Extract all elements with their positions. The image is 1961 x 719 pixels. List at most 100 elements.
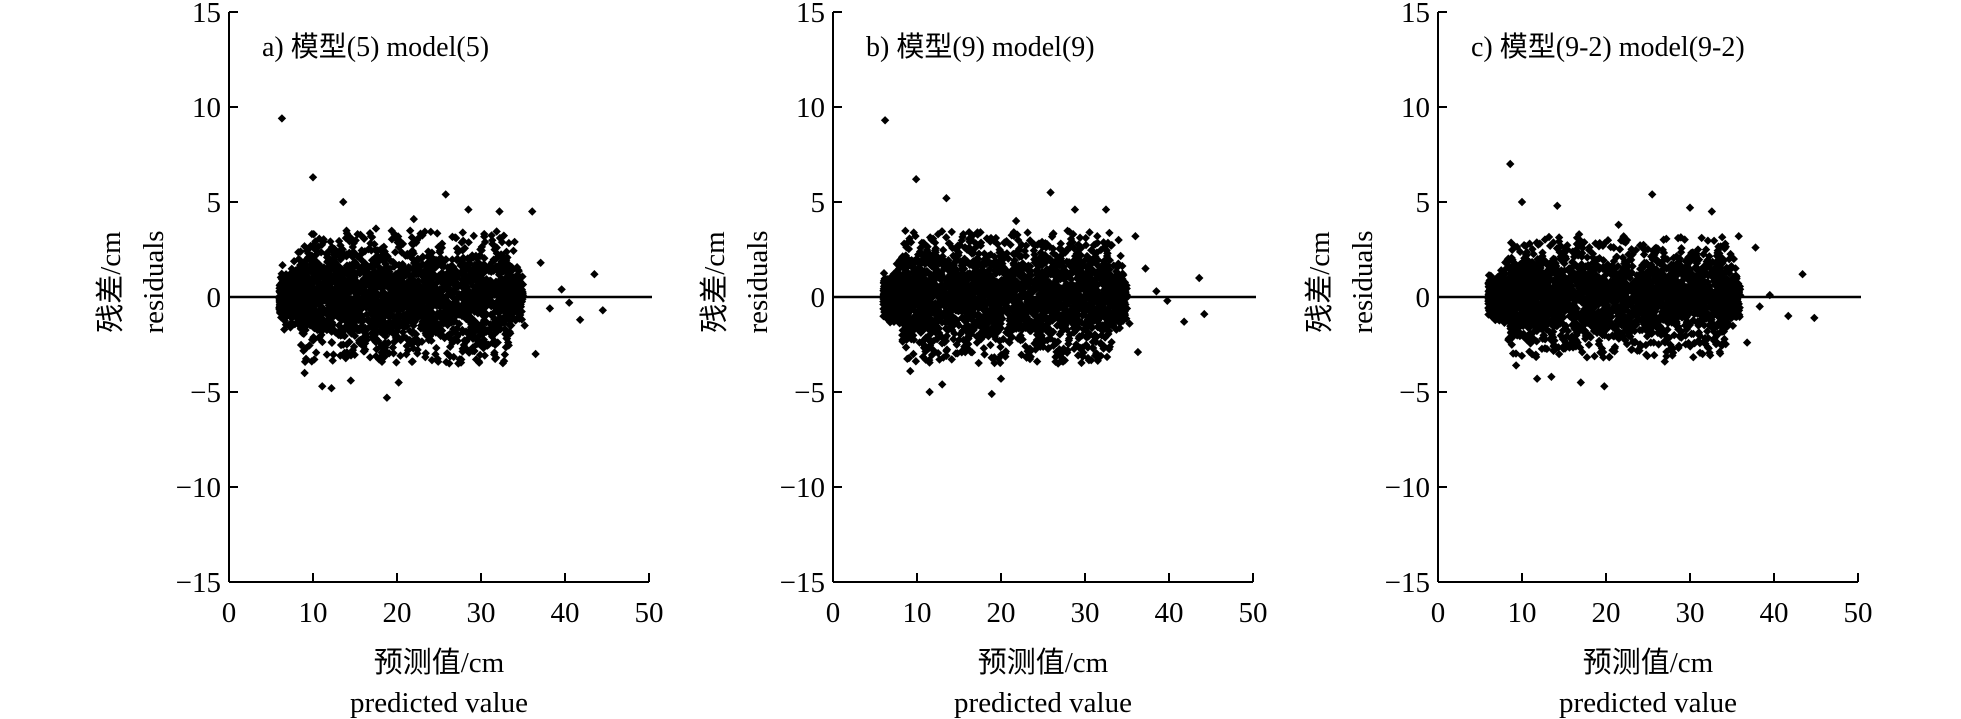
y-tick-label: 0 — [207, 282, 222, 314]
data-point — [495, 207, 504, 216]
data-point — [294, 248, 303, 257]
data-point — [458, 228, 467, 237]
data-point — [1105, 228, 1114, 238]
data-point — [536, 258, 545, 267]
data-point — [346, 233, 355, 242]
x-tick-label: 20 — [987, 597, 1016, 629]
y-tick-label: 10 — [192, 92, 221, 124]
data-point — [365, 353, 375, 362]
data-point — [371, 224, 381, 233]
data-point — [500, 350, 510, 359]
data-point — [557, 285, 566, 294]
data-point — [433, 229, 442, 238]
x-tick-label: 0 — [826, 597, 841, 629]
panel-title: a) 模型(5) model(5) — [262, 31, 489, 63]
data-point — [407, 357, 417, 366]
data-point — [433, 354, 442, 363]
data-point — [480, 351, 489, 360]
data-point — [901, 226, 910, 236]
y-tick-label: −5 — [794, 377, 825, 409]
x-tick-label: 10 — [299, 597, 328, 629]
data-point — [528, 207, 537, 216]
y-tick-label: −5 — [190, 377, 221, 409]
y-tick-label: 5 — [207, 187, 222, 219]
x-axis-label: 预测值/cm — [374, 646, 505, 679]
data-point — [339, 197, 348, 207]
data-point — [329, 350, 338, 359]
y-axis-label: 残差/cm — [94, 231, 127, 333]
x-tick-label: 20 — [383, 597, 412, 629]
data-point — [590, 270, 599, 279]
data-point — [1116, 251, 1125, 261]
data-point — [300, 368, 309, 378]
data-point — [980, 350, 989, 359]
data-point — [1077, 358, 1086, 368]
data-point — [598, 306, 607, 315]
data-point — [451, 233, 461, 243]
data-point — [409, 214, 418, 224]
data-point — [405, 226, 415, 235]
data-point — [322, 350, 332, 359]
y-tick-label: 0 — [811, 282, 826, 314]
scatter-points — [879, 116, 1209, 399]
data-point — [296, 340, 306, 350]
y-tick-label: −10 — [176, 472, 221, 504]
data-point — [441, 190, 450, 199]
data-point — [384, 338, 393, 348]
data-point — [432, 343, 441, 353]
data-point — [531, 349, 540, 359]
x-tick-label: 0 — [222, 597, 237, 629]
data-point — [509, 246, 518, 255]
data-point — [565, 298, 574, 307]
data-point — [396, 351, 405, 360]
data-point — [1032, 357, 1042, 366]
data-point — [345, 337, 354, 347]
x-tick-label: 40 — [551, 597, 580, 629]
data-point — [575, 315, 585, 324]
data-point — [426, 227, 436, 237]
data-point — [308, 173, 318, 182]
x-axis-label-en: predicted value — [350, 687, 528, 719]
data-point — [1023, 228, 1032, 237]
data-point — [311, 348, 321, 357]
data-point — [318, 382, 327, 391]
x-tick-label: 30 — [467, 597, 496, 629]
data-point — [469, 231, 478, 241]
data-point — [327, 384, 336, 393]
data-point — [391, 248, 400, 257]
y-tick-label: 5 — [811, 187, 826, 219]
data-point — [309, 229, 318, 239]
y-tick-label: 10 — [796, 92, 825, 124]
x-tick-label: 40 — [1155, 597, 1184, 629]
data-point — [497, 237, 507, 247]
data-point — [392, 358, 401, 367]
data-point — [382, 393, 392, 402]
data-point — [424, 247, 433, 256]
y-tick-label: −15 — [780, 567, 825, 599]
data-point — [394, 378, 403, 387]
data-point — [389, 349, 398, 358]
y-tick-label: 15 — [796, 0, 825, 29]
data-point — [545, 304, 555, 313]
data-point — [390, 259, 399, 268]
data-point — [371, 351, 381, 361]
x-tick-label: 50 — [1239, 597, 1268, 629]
data-point — [356, 255, 366, 264]
x-tick-label: 10 — [903, 597, 932, 629]
data-point — [947, 227, 956, 237]
data-point — [503, 338, 513, 347]
data-point — [278, 261, 287, 270]
data-point — [277, 114, 287, 123]
data-point — [480, 232, 489, 241]
data-point — [340, 348, 349, 358]
y-axis-label-en: residuals — [138, 230, 170, 333]
data-point — [346, 376, 355, 385]
data-point — [464, 238, 473, 247]
y-tick-label: −15 — [176, 567, 221, 599]
data-point — [418, 319, 428, 328]
data-point — [974, 358, 983, 368]
y-tick-label: −10 — [780, 472, 825, 504]
